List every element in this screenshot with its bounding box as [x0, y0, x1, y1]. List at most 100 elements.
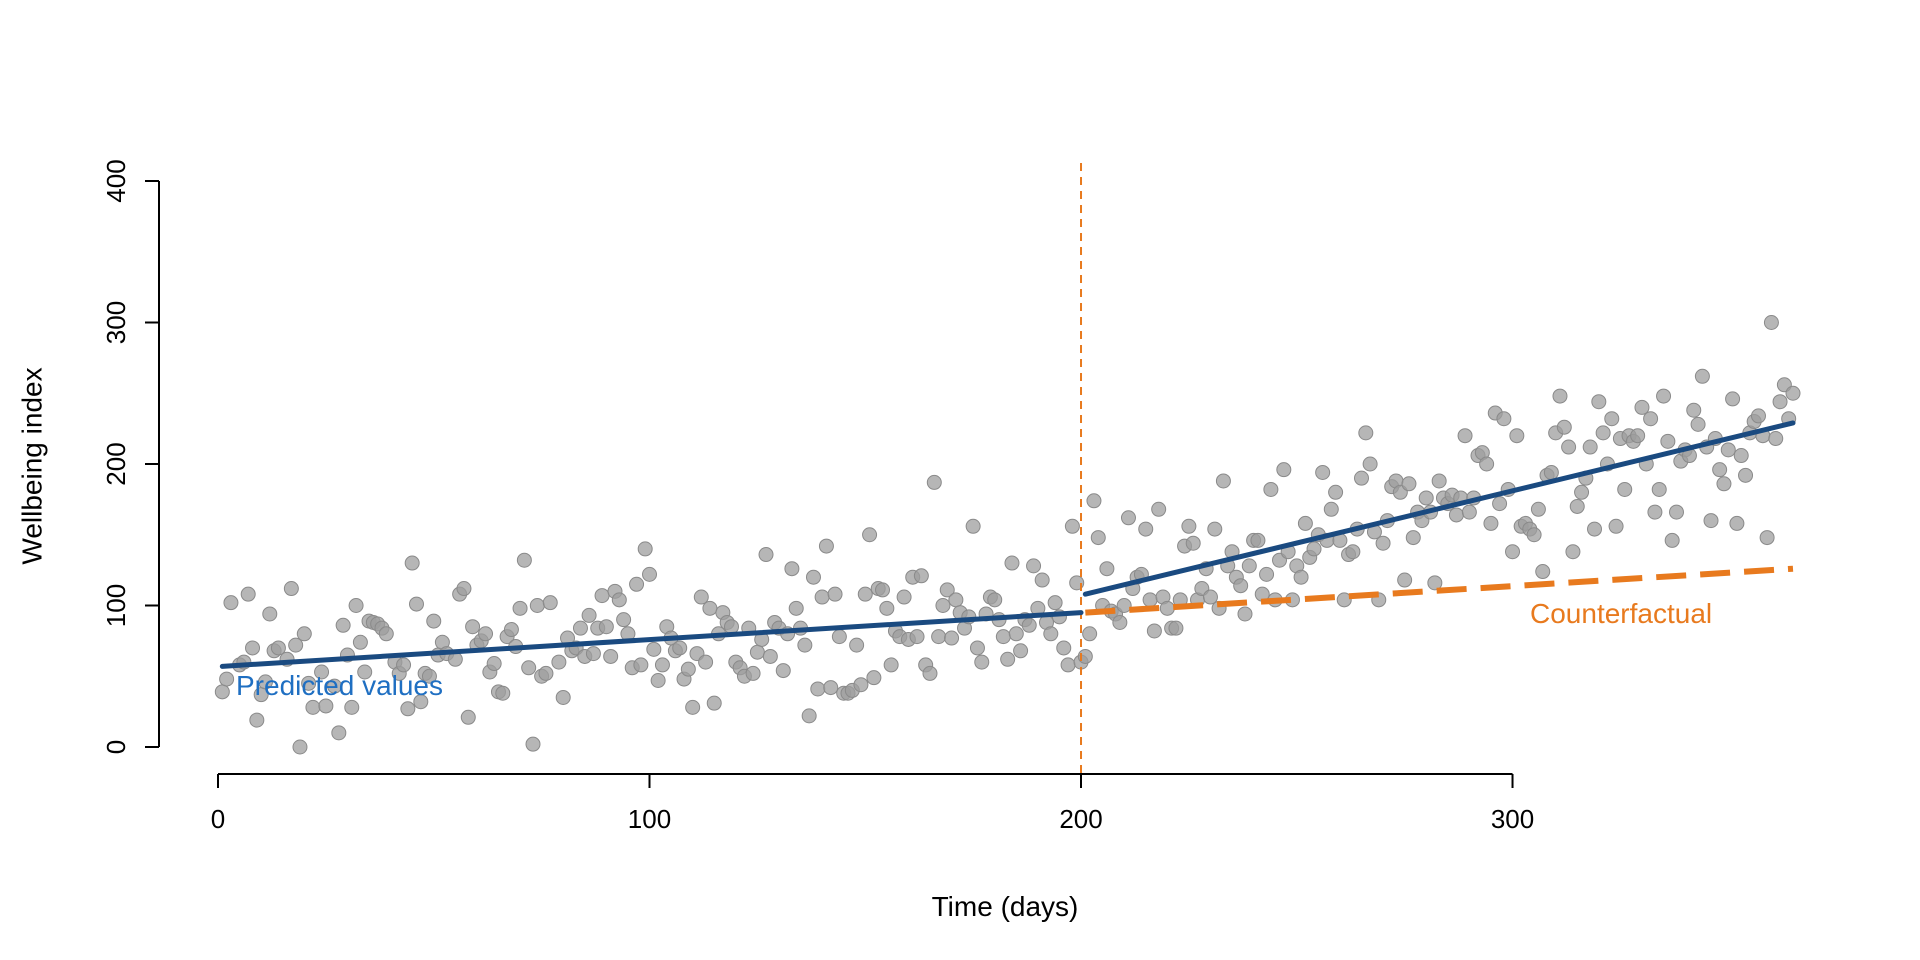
data-point-133: [818, 538, 834, 554]
data-point-9: [257, 674, 273, 690]
data-point-41: [413, 694, 429, 710]
data-point-304: [1556, 419, 1572, 435]
counterfactual-line: [1085, 565, 1794, 616]
trend-lines: [219, 163, 1796, 774]
data-point-321: [1630, 428, 1646, 444]
data-point-175: [1000, 651, 1016, 667]
data-point-190: [1064, 518, 1080, 534]
data-point-174: [995, 629, 1011, 645]
data-point-307: [1569, 498, 1585, 514]
data-point-83: [603, 648, 619, 664]
data-point-69: [538, 665, 554, 681]
data-point-185: [1043, 626, 1059, 642]
data-point-107: [706, 695, 722, 711]
data-point-301: [1543, 464, 1559, 480]
data-point-168: [969, 640, 985, 656]
data-point-308: [1574, 484, 1590, 500]
data-point-89: [629, 576, 645, 592]
data-point-299: [1535, 564, 1551, 580]
data-point-144: [866, 670, 882, 686]
data-point-236: [1263, 481, 1279, 497]
data-point-293: [1509, 428, 1525, 444]
data-point-125: [784, 561, 800, 577]
data-point-334: [1686, 402, 1702, 418]
data-point-349: [1750, 408, 1766, 424]
data-point-222: [1202, 589, 1218, 605]
data-point-102: [685, 699, 701, 715]
data-point-312: [1591, 394, 1607, 410]
data-point-34: [378, 626, 394, 642]
data-point-274: [1427, 575, 1443, 591]
data-point-167: [965, 518, 981, 534]
data-point-123: [775, 663, 791, 679]
data-point-281: [1457, 428, 1473, 444]
data-point-233: [1250, 532, 1266, 548]
data-point-186: [1047, 595, 1063, 611]
data-point-27: [348, 598, 364, 613]
data-point-343: [1725, 391, 1741, 407]
data-point-93: [646, 641, 662, 657]
data-point-253: [1336, 592, 1352, 608]
data-point-37: [396, 657, 412, 673]
data-point-210: [1151, 501, 1167, 517]
data-point-181: [1026, 558, 1042, 574]
data-point-50: [456, 581, 472, 597]
data-point-235: [1259, 566, 1275, 582]
data-point-198: [1099, 561, 1115, 577]
x-tick-label-200: 200: [1059, 804, 1102, 834]
data-point-148: [883, 657, 899, 673]
data-point-178: [1013, 643, 1029, 659]
data-point-203: [1120, 510, 1136, 526]
data-point-282: [1461, 504, 1477, 520]
data-point-255: [1345, 544, 1361, 560]
data-point-176: [1004, 555, 1020, 571]
data-point-217: [1181, 518, 1197, 534]
data-point-172: [987, 592, 1003, 608]
data-point-208: [1142, 592, 1158, 608]
predicted-segment-1: [1082, 420, 1796, 597]
data-point-352: [1763, 315, 1779, 330]
data-point-85: [611, 592, 627, 608]
data-point-155: [913, 568, 929, 584]
data-point-209: [1146, 623, 1162, 639]
data-point-10: [262, 606, 278, 622]
data-point-328: [1660, 433, 1676, 449]
data-point-225: [1215, 473, 1231, 489]
data-point-132: [814, 589, 830, 605]
data-point-71: [551, 654, 567, 670]
data-point-243: [1293, 569, 1309, 585]
data-point-338: [1703, 513, 1719, 529]
data-point-267: [1397, 572, 1413, 588]
data-point-230: [1237, 606, 1253, 622]
data-point-63: [512, 600, 528, 616]
x-tick-label-100: 100: [628, 804, 671, 834]
data-point-159: [931, 629, 947, 645]
data-point-195: [1086, 493, 1102, 509]
y-tick-label-200: 200: [101, 442, 131, 485]
data-point-111: [723, 619, 739, 635]
data-point-72: [555, 689, 571, 705]
data-point-177: [1008, 626, 1024, 642]
data-point-259: [1362, 456, 1378, 472]
data-point-147: [879, 600, 895, 616]
data-point-40: [408, 596, 424, 612]
data-point-275: [1431, 473, 1447, 489]
data-point-229: [1233, 578, 1249, 594]
data-point-70: [542, 595, 558, 611]
data-point-258: [1358, 425, 1374, 441]
data-point-354: [1772, 394, 1788, 410]
data-point-65: [521, 660, 537, 676]
data-point-183: [1034, 572, 1050, 588]
data-point-239: [1276, 462, 1292, 478]
data-point-351: [1759, 530, 1775, 546]
data-point-214: [1168, 620, 1184, 636]
data-point-231: [1241, 558, 1257, 574]
data-point-18: [301, 675, 317, 691]
data-point-78: [581, 607, 597, 623]
data-point-325: [1647, 504, 1663, 520]
data-point-104: [693, 589, 709, 605]
y-axis-title: Wellbeing index: [16, 367, 47, 564]
data-point-269: [1405, 530, 1421, 546]
data-point-57: [486, 656, 502, 672]
data-point-76: [572, 620, 588, 636]
